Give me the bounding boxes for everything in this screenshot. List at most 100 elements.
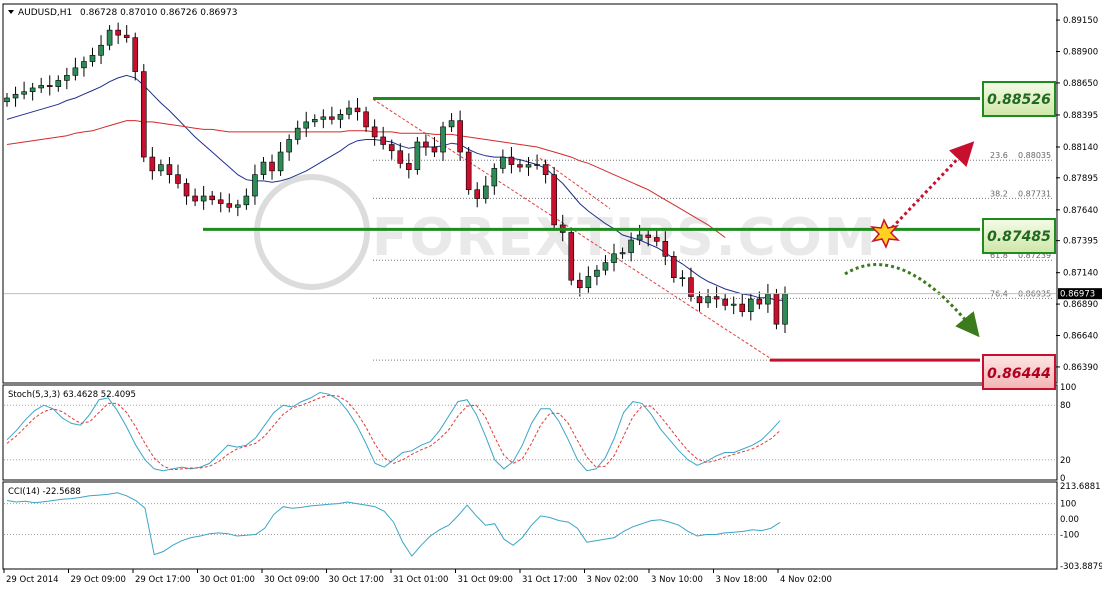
time-tick-label: 4 Nov 02:00 — [780, 575, 832, 585]
stoch-tick-label: 100 — [1060, 383, 1076, 393]
stoch-panel-frame — [2, 384, 1058, 481]
candle-body — [29, 87, 36, 93]
candle-body — [756, 298, 763, 305]
support-resistance-lines — [203, 96, 980, 362]
cci-series-line — [6, 492, 781, 557]
candle-body — [713, 296, 720, 300]
candle-body — [277, 151, 284, 172]
price-tick-label: 0.86890 — [1063, 300, 1098, 310]
candle-body — [175, 174, 181, 184]
stoch-title: Stoch(5,3,3) 63.4628 52.4095 — [8, 390, 136, 400]
candle-body — [64, 75, 70, 81]
price-tick-label: 0.88650 — [1063, 79, 1098, 89]
candle-body — [662, 240, 669, 257]
current-price-label: 0.86973 — [1060, 290, 1095, 300]
trend-line-upper — [539, 157, 611, 209]
price-axis: 0.89150 0.88900 0.88650 0.88395 0.88140 0.878… — [1056, 16, 1098, 373]
candle-body — [705, 296, 711, 304]
candle-body — [55, 80, 62, 87]
time-tick-label: 29 Oct 2014 — [6, 575, 59, 585]
candle-body — [628, 239, 634, 253]
candle-body — [252, 174, 258, 197]
candle-body — [89, 54, 96, 62]
candle-body — [243, 195, 250, 206]
candle-body — [406, 163, 412, 170]
ma_fast-line — [6, 74, 785, 301]
time-axis: 29 Oct 2014 29 Oct 09:00 29 Oct 17:00 30 Oc… — [3, 569, 832, 585]
candle-body — [645, 234, 652, 238]
cci-tick-label: 100 — [1060, 500, 1076, 510]
candle-body — [525, 164, 532, 168]
candle-body — [482, 185, 489, 199]
candle-body — [226, 203, 233, 208]
candle-body — [465, 151, 472, 191]
candle-body — [209, 195, 215, 201]
watermark-logo-icon — [254, 174, 370, 290]
price-tick-label: 0.88395 — [1063, 111, 1098, 121]
level-box-pivot: 0.87485 — [982, 218, 1056, 254]
candle-body — [568, 232, 575, 281]
price-tick-label: 0.86640 — [1063, 332, 1098, 342]
candle-body — [722, 298, 728, 306]
fib-value-label: 0.88035 — [1018, 151, 1051, 160]
time-tick-label: 30 Oct 17:00 — [329, 575, 384, 585]
candle-body — [636, 234, 643, 241]
candle-body — [602, 262, 609, 271]
cci-title: CCI(14) -22.5688 — [8, 487, 81, 497]
candle-body — [491, 168, 498, 187]
candle-body — [311, 119, 318, 123]
time-tick-label: 30 Oct 01:00 — [200, 575, 255, 585]
price-tick-label: 0.88900 — [1063, 47, 1098, 57]
candle-body — [748, 298, 754, 312]
candle-body — [21, 91, 27, 95]
cci-tick-label: 213.6881 — [1060, 482, 1101, 492]
candle-body — [585, 276, 592, 289]
current-price-marker: 0.86973 — [4, 288, 1102, 300]
candle-body — [269, 161, 275, 172]
candle-body — [192, 195, 198, 202]
candle-body — [4, 97, 10, 103]
time-tick-label: 29 Oct 17:00 — [135, 575, 190, 585]
candle-body — [38, 85, 44, 89]
candle-body — [542, 164, 549, 175]
stoch-tick-label: 0 — [1060, 474, 1065, 484]
candle-body — [149, 156, 156, 172]
candle-body — [688, 277, 694, 297]
candle-body — [619, 252, 626, 255]
chevron-down-icon[interactable] — [8, 10, 14, 14]
candle-body — [46, 85, 53, 87]
candle-body — [696, 296, 703, 304]
candle-body — [235, 204, 241, 208]
candle-body — [397, 150, 404, 164]
candle-body — [320, 116, 327, 120]
candle-body — [534, 164, 540, 166]
candle-body — [773, 293, 780, 325]
price-tick-label: 0.88140 — [1063, 143, 1098, 153]
time-tick-label: 31 Oct 17:00 — [522, 575, 577, 585]
fib-percent-label: 61.8 — [990, 251, 1008, 260]
level-box-resistance-high-label: 0.88526 — [987, 92, 1051, 108]
candle-body — [739, 303, 746, 312]
stoch_main-line — [6, 391, 781, 472]
candle-body — [679, 277, 686, 279]
candlesticks — [4, 22, 788, 333]
time-tick-label: 3 Nov 18:00 — [716, 575, 768, 585]
time-tick-label: 31 Oct 01:00 — [393, 575, 448, 585]
candle-body — [500, 156, 506, 169]
candle-body — [294, 127, 301, 140]
candle-body — [363, 111, 369, 128]
candle-body — [423, 141, 429, 148]
level-box-resistance-high: 0.88526 — [982, 81, 1056, 117]
cci-axis: 213.6881 100 0.00 -100 -303.8879 — [4, 482, 1102, 572]
candle-body — [414, 141, 421, 170]
candle-body — [98, 44, 104, 56]
level-box-pivot-label: 0.87485 — [987, 229, 1051, 245]
candle-body — [457, 120, 463, 153]
candle-body — [123, 34, 130, 38]
candle-body — [166, 164, 173, 175]
candle-body — [508, 156, 515, 165]
candle-body — [217, 199, 224, 204]
candle-body — [337, 114, 344, 120]
stoch-axis: 100 80 20 0 — [4, 383, 1076, 484]
candle-body — [183, 183, 190, 197]
